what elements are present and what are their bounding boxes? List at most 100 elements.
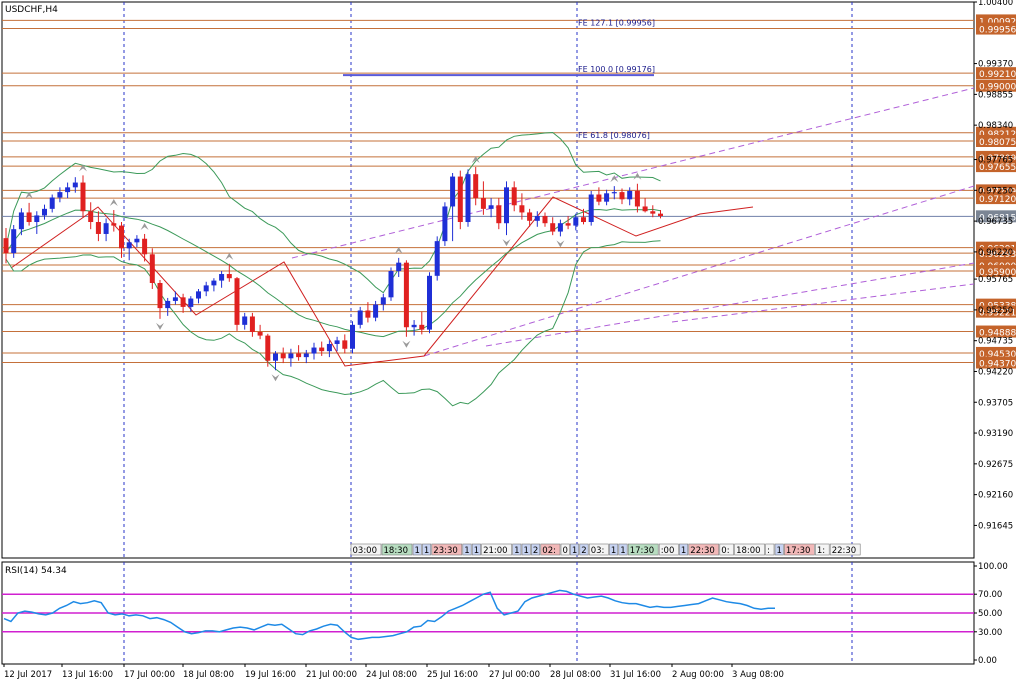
level-price-box	[976, 79, 1016, 92]
candle-body	[634, 190, 640, 207]
candle-body	[557, 223, 563, 232]
candle-body	[550, 223, 556, 232]
time-tick-label: 25 Jul 16:00	[427, 670, 478, 680]
candle-body	[388, 271, 394, 298]
candle-body	[473, 174, 479, 199]
candle-body	[627, 190, 633, 200]
price-tick-label: 0.94735	[978, 337, 1013, 347]
rsi-tick-label: 0.00	[978, 656, 997, 666]
level-price-box	[976, 135, 1016, 147]
time-tick-label: 13 Jul 16:00	[62, 670, 113, 680]
rsi-label: RSI(14) 54.34	[5, 566, 67, 576]
fibo-label: FE 100.0 [0.99176]	[578, 65, 655, 74]
candle-body	[619, 192, 625, 200]
candle-body	[350, 324, 355, 349]
time-tag-label: 03:	[591, 546, 605, 556]
candle-body	[249, 316, 255, 333]
price-tick-label: 0.95765	[978, 275, 1013, 285]
bollinger-upper	[5, 131, 661, 294]
candle-body	[457, 176, 463, 223]
time-tag-box	[734, 543, 765, 556]
time-tag-box	[512, 543, 522, 556]
candle-body	[450, 176, 456, 207]
time-tag-label: 0:	[721, 546, 729, 556]
fractal-up-marker	[109, 199, 118, 207]
candle-body	[303, 353, 309, 358]
time-tag-label: 1	[424, 546, 429, 556]
time-tag-box	[471, 543, 481, 556]
fractal-down-marker	[556, 240, 565, 248]
time-tag-box	[481, 543, 512, 556]
level-price-box	[976, 325, 1016, 338]
level-price-label: 0.97655	[979, 163, 1016, 173]
level-price-box	[976, 305, 1016, 318]
candle-body	[126, 242, 132, 249]
time-tag-label: 22:30	[832, 546, 857, 556]
level-price-box	[976, 346, 1016, 359]
time-tag-box	[609, 543, 619, 556]
level-price-label: 0.98212	[979, 130, 1016, 140]
time-tag-box	[618, 543, 628, 556]
time-tag-box	[570, 543, 580, 556]
bollinger-lower	[5, 240, 661, 407]
fractal-up-marker	[394, 246, 403, 254]
candle-body	[234, 278, 240, 325]
candle-body	[581, 217, 586, 223]
candle-body	[527, 212, 533, 221]
candle-body	[273, 353, 278, 361]
time-tag-box	[829, 543, 861, 556]
candle-body	[573, 217, 579, 226]
time-tag-label: 1	[514, 546, 519, 556]
candle-body	[11, 229, 17, 254]
time-tag-label: 1	[572, 546, 577, 556]
time-tag-label: 1	[474, 546, 479, 556]
candle-body	[380, 297, 386, 305]
time-tag-box	[422, 543, 432, 556]
candle-body	[111, 223, 117, 226]
time-tag-box	[784, 543, 815, 556]
price-tick-label: 0.92160	[978, 491, 1013, 501]
price-tick-label: 0.99370	[978, 60, 1013, 70]
candle-body	[411, 324, 417, 328]
time-tag-box	[521, 543, 531, 556]
candle-body	[165, 300, 171, 309]
candle-body	[465, 174, 471, 223]
time-tag-box	[431, 543, 463, 556]
level-price-box	[976, 67, 1016, 80]
fractal-up-marker	[225, 252, 234, 260]
level-price-box	[976, 150, 1016, 163]
level-price-box	[976, 22, 1016, 35]
rsi-tick-label: 50.00	[978, 609, 1002, 619]
time-tag-label: 2	[581, 546, 586, 556]
candle-body	[511, 187, 517, 206]
candle-body	[180, 297, 186, 307]
price-tick-label: 0.97250	[978, 186, 1013, 196]
time-tag-box	[462, 543, 472, 556]
candle-body	[319, 347, 325, 352]
candle-body	[504, 187, 509, 224]
time-tag-box	[412, 543, 422, 556]
time-tag-label: 17:30	[630, 546, 655, 556]
time-tag-label: 03:00	[353, 546, 378, 556]
level-price-label: 0.99000	[979, 83, 1016, 93]
time-tag-box	[531, 543, 541, 556]
level-price-label: 0.94370	[979, 360, 1016, 370]
level-price-box	[976, 265, 1016, 278]
time-tag-label: 1	[464, 546, 469, 556]
candle-body	[203, 285, 209, 292]
candle-body	[34, 215, 40, 223]
level-price-label: 0.94530	[979, 350, 1016, 360]
fibo-label: FE 61.8 [0.98076]	[578, 131, 650, 140]
level-price-label: 0.96293	[979, 250, 1016, 260]
time-tick-label: 21 Jul 00:00	[306, 670, 357, 680]
time-tag-box	[658, 543, 679, 556]
time-tag-box	[350, 543, 382, 556]
level-price-box	[976, 247, 1016, 260]
fractal-up-marker	[140, 222, 149, 230]
candle-body	[373, 304, 379, 318]
level-price-label: 1.00092	[979, 17, 1016, 27]
candle-body	[442, 206, 448, 242]
time-tag-box	[579, 543, 589, 556]
